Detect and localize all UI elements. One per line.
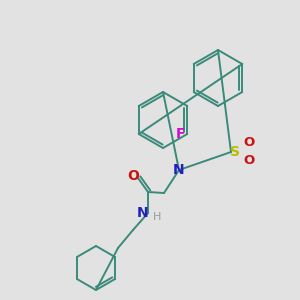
Text: F: F xyxy=(176,127,185,141)
Text: O: O xyxy=(243,154,255,167)
Text: O: O xyxy=(243,136,255,148)
Text: H: H xyxy=(153,212,161,222)
Text: N: N xyxy=(173,163,185,177)
Text: N: N xyxy=(137,206,149,220)
Text: O: O xyxy=(127,169,139,183)
Text: S: S xyxy=(230,145,240,159)
